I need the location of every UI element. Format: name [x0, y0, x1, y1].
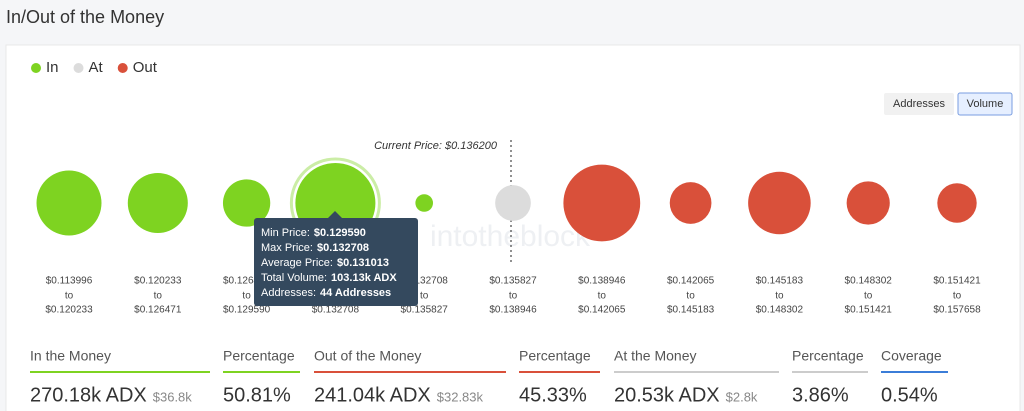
stat-value: 3.86% [792, 384, 849, 406]
bubble [563, 164, 641, 242]
legend-label: At [89, 59, 104, 76]
tooltip-label: Average Price: [261, 257, 333, 269]
tooltip-label: Max Price: [261, 242, 313, 254]
tooltip-value: $0.129590 [314, 227, 366, 239]
range-to: $0.157658 [933, 305, 981, 316]
tooltip-label: Total Volume: [261, 272, 327, 284]
bubble [937, 183, 977, 223]
stat-value: 20.53k ADX [614, 384, 720, 406]
volume-button[interactable] [957, 92, 1013, 116]
tooltip-value: 44 Addresses [320, 287, 391, 299]
legend-label: Out [133, 59, 158, 76]
stat-value: 270.18k ADX [30, 384, 147, 406]
range-to: $0.129590 [223, 305, 271, 316]
tooltip [254, 218, 418, 306]
range-from: $0.138946 [578, 276, 626, 287]
bubble [669, 182, 712, 224]
range-connector: to [242, 291, 251, 302]
range-connector: to [953, 291, 962, 302]
stat-label: Coverage [881, 348, 942, 364]
stat-label: At the Money [614, 348, 697, 364]
legend-label: In [46, 59, 59, 76]
bubble [415, 194, 434, 212]
range-from: $0.126471 [223, 276, 271, 287]
tooltip-label: Addresses: [261, 287, 316, 299]
bubble [846, 181, 890, 225]
range-from: $0.113996 [46, 276, 93, 287]
stat-label: Percentage [519, 348, 591, 364]
button-label[interactable]: Addresses [893, 98, 945, 110]
bubble [127, 172, 188, 234]
range-to: $0.145183 [667, 305, 715, 316]
range-connector: to [775, 291, 784, 302]
range-to: $0.126471 [134, 305, 182, 316]
range-connector: to [864, 291, 873, 302]
current-price: Current Price: $0.136200 [374, 140, 498, 152]
stat-sub: $36.8k [153, 389, 193, 404]
tooltip-value: 103.13k ADX [331, 272, 397, 284]
legend-dot [73, 63, 84, 73]
stat-value: 45.33% [519, 384, 587, 406]
range-to: $0.142065 [578, 305, 626, 316]
stat-value: 50.81% [223, 384, 291, 406]
range-to: $0.148302 [756, 305, 804, 316]
range-from: $0.151421 [933, 276, 981, 287]
addresses-button[interactable] [884, 93, 954, 115]
bubble [36, 170, 102, 236]
range-connector: to [65, 291, 74, 302]
tooltip-value: $0.132708 [317, 242, 369, 254]
bubble [748, 171, 811, 235]
tooltip-pointer [328, 211, 342, 218]
range-from: $0.132708 [401, 276, 449, 287]
stat-label: Percentage [223, 348, 295, 364]
card [5, 44, 1021, 411]
range-from: $0.148302 [845, 276, 893, 287]
range-connector: to [686, 291, 695, 302]
stat-value: 241.04k ADX [314, 384, 431, 406]
title: In/Out of the Money [6, 7, 164, 27]
tooltip-value: $0.131013 [337, 257, 389, 269]
range-from: $0.135827 [489, 276, 537, 287]
stat-sub: $32.83k [437, 389, 484, 404]
button-label[interactable]: Volume [967, 98, 1004, 110]
watermark: intotheblock [430, 220, 591, 253]
range-to: $0.151421 [845, 305, 893, 316]
range-from: $0.120233 [134, 276, 182, 287]
legend-dot [31, 63, 41, 73]
range-connector: to [420, 291, 429, 302]
stat-value: 0.54% [881, 384, 938, 406]
bubble [495, 185, 531, 221]
range-connector: to [598, 291, 607, 302]
bubble [222, 179, 271, 227]
range-to: $0.138946 [489, 305, 537, 316]
tooltip-label: Min Price: [261, 227, 310, 239]
range-connector: to [509, 291, 518, 302]
range-to: $0.135827 [401, 305, 449, 316]
range-connector: to [154, 291, 163, 302]
stat-sub: $2.8k [726, 389, 758, 404]
range-to: $0.132708 [312, 305, 360, 316]
stat-label: Percentage [792, 348, 864, 364]
range-from: $0.145183 [756, 276, 804, 287]
stat-label: Out of the Money [314, 348, 421, 364]
range-to: $0.120233 [45, 305, 93, 316]
range-from: $0.142065 [667, 276, 715, 287]
legend-dot [117, 63, 128, 73]
stat-label: In the Money [30, 348, 111, 364]
